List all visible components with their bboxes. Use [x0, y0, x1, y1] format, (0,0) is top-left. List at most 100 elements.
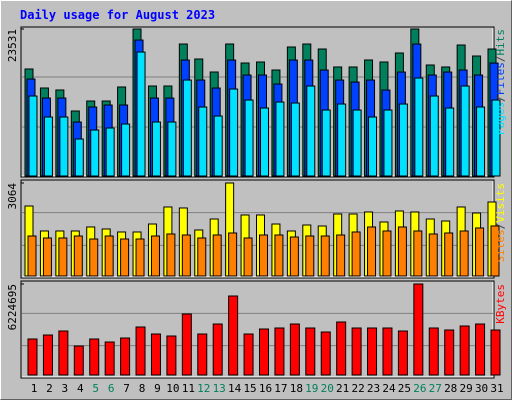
legend-separator: / — [494, 223, 507, 230]
bar — [290, 102, 300, 177]
bar — [444, 329, 455, 376]
bar — [321, 109, 331, 177]
x-tick-label: 4 — [77, 382, 84, 395]
bar — [42, 334, 53, 376]
bar — [150, 235, 160, 277]
bar — [74, 138, 84, 177]
bar — [243, 237, 253, 277]
bar — [428, 233, 438, 277]
x-tick-label: 17 — [274, 382, 287, 395]
bar — [351, 231, 361, 277]
bar — [212, 323, 223, 376]
bar — [351, 327, 362, 376]
bar — [397, 330, 408, 376]
bar — [167, 121, 177, 177]
bar — [336, 234, 346, 277]
bar — [306, 85, 316, 177]
bar — [259, 234, 268, 277]
bar — [305, 235, 315, 277]
x-tick-label: 19 — [305, 382, 318, 395]
bar — [490, 225, 500, 277]
bar — [244, 99, 254, 177]
bar — [104, 235, 114, 277]
bar — [197, 237, 207, 277]
bar — [27, 235, 37, 277]
bar — [181, 313, 192, 376]
x-tick-label: 9 — [154, 382, 161, 395]
bar — [260, 107, 269, 177]
bar — [259, 328, 269, 376]
x-tick-label: 2 — [46, 382, 53, 395]
x-tick-label: 13 — [213, 382, 226, 395]
bar — [73, 345, 84, 376]
bar — [352, 109, 362, 177]
bar — [182, 79, 192, 177]
bar — [413, 230, 423, 277]
legend: Pages/Files/Hits — [494, 29, 507, 135]
legend-entry: Files — [494, 62, 507, 95]
bar — [459, 230, 469, 277]
bar — [105, 127, 115, 177]
y-tick-label: 3064 — [6, 183, 19, 210]
bar — [460, 85, 470, 177]
bar — [121, 123, 131, 177]
x-tick-label: 1 — [31, 382, 38, 395]
bar — [429, 95, 439, 177]
bar — [150, 333, 161, 376]
bar — [414, 77, 424, 177]
bar — [274, 234, 284, 277]
bar — [120, 238, 130, 277]
bar — [320, 331, 331, 376]
legend-entry: Pages — [494, 102, 507, 135]
x-tick-label: 28 — [444, 382, 457, 395]
bar — [367, 327, 378, 376]
bar — [428, 327, 439, 376]
bar — [73, 235, 83, 277]
bar — [320, 235, 330, 277]
bar — [274, 327, 285, 376]
bar — [275, 101, 285, 177]
y-tick-label: 23531 — [6, 29, 19, 62]
x-tick-label: 31 — [490, 382, 503, 395]
x-tick-label: 25 — [398, 382, 411, 395]
bar — [382, 230, 392, 277]
legend-entry: KBytes — [494, 284, 507, 324]
legend-entry: Sites — [494, 229, 507, 262]
x-tick-label: 16 — [259, 382, 272, 395]
bar — [198, 106, 208, 177]
bar — [398, 103, 408, 177]
bar — [475, 227, 485, 277]
bar — [368, 116, 378, 177]
x-tick-label: 11 — [182, 382, 195, 395]
bar — [166, 233, 176, 277]
legend-separator: / — [494, 56, 507, 63]
bar — [58, 237, 68, 277]
x-tick-label: 24 — [382, 382, 396, 395]
bar — [413, 283, 424, 376]
x-tick-label: 30 — [475, 382, 488, 395]
x-tick-label: 18 — [290, 382, 303, 395]
bar — [397, 226, 407, 277]
bar — [289, 323, 300, 376]
x-tick-label: 12 — [197, 382, 210, 395]
bar — [476, 106, 486, 177]
x-tick-label: 26 — [413, 382, 426, 395]
bar — [135, 326, 146, 376]
bar — [445, 107, 455, 177]
bar — [367, 226, 377, 277]
x-tick-label: 3 — [62, 382, 69, 395]
bar — [336, 321, 347, 376]
bar — [42, 237, 52, 277]
bar — [27, 338, 38, 376]
x-tick-label: 15 — [243, 382, 256, 395]
bar — [243, 333, 254, 376]
bar — [120, 337, 131, 376]
x-tick-label: 29 — [460, 382, 473, 395]
bar — [337, 103, 347, 177]
bar — [181, 234, 191, 277]
bar — [166, 335, 177, 376]
bar — [459, 325, 470, 376]
legend-separator: / — [494, 95, 507, 102]
